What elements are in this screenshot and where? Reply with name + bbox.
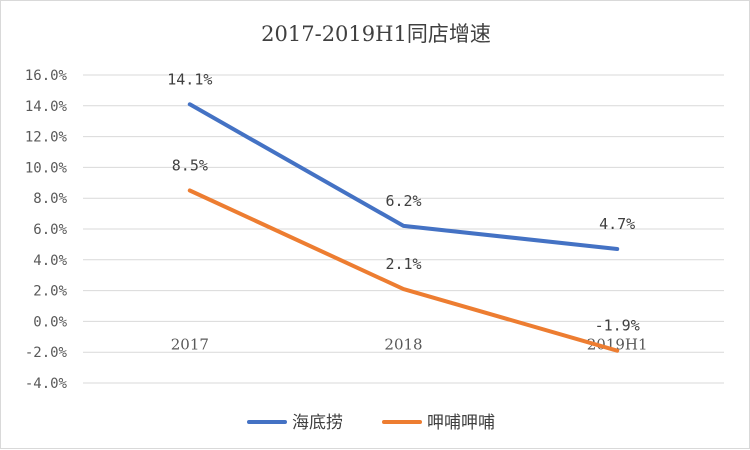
data-label: 4.7%: [599, 215, 635, 233]
x-axis-category-labels: 2017 2018 2019H1: [171, 335, 648, 353]
y-tick-label: 16.0%: [25, 68, 68, 84]
series-line-2: [187, 188, 620, 353]
legend-label-1: 海底捞: [292, 413, 343, 433]
x-category-label: 2018: [384, 335, 422, 353]
y-tick-label: 8.0%: [33, 191, 67, 207]
y-tick-label: -4.0%: [25, 376, 68, 392]
data-label: 14.1%: [167, 70, 212, 88]
data-label: -1.9%: [595, 317, 640, 335]
y-axis-tick-labels: 16.0% 14.0% 12.0% 10.0% 8.0% 6.0% 4.0% 2.0% 0.0%…: [25, 68, 68, 392]
y-tick-label: 10.0%: [25, 160, 68, 176]
series-lines: [187, 102, 620, 353]
x-category-label: 2017: [171, 335, 209, 353]
legend-label-2: 呷哺呷哺: [427, 413, 495, 433]
y-tick-label: -2.0%: [25, 345, 68, 361]
x-category-label: 2019H1: [587, 335, 648, 353]
data-label: 2.1%: [385, 255, 421, 273]
chart-title: 2017-2019H1同店增速: [261, 22, 491, 46]
y-tick-label: 6.0%: [33, 222, 67, 238]
y-tick-label: 12.0%: [25, 130, 68, 146]
y-tick-label: 14.0%: [25, 99, 68, 115]
series-line-1: [187, 102, 620, 251]
data-label: 6.2%: [385, 192, 421, 210]
y-tick-label: 4.0%: [33, 253, 67, 269]
legend: 海底捞 呷哺呷哺: [247, 413, 495, 433]
data-labels: 14.1% 6.2% 4.7% 8.5% 2.1% -1.9%: [167, 70, 639, 334]
y-tick-label: 2.0%: [33, 284, 67, 300]
data-label: 8.5%: [172, 157, 208, 175]
y-tick-label: 0.0%: [33, 314, 67, 330]
